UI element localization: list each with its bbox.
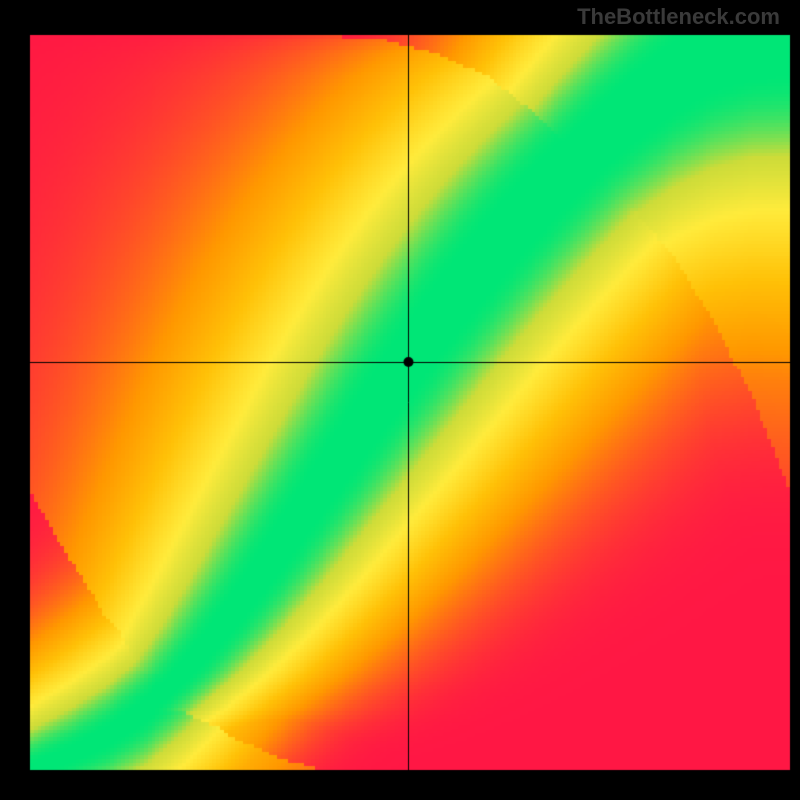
chart-container: { "meta": { "source_watermark": "TheBott… [0, 0, 800, 800]
watermark-text: TheBottleneck.com [577, 4, 780, 30]
bottleneck-heatmap [0, 0, 800, 800]
